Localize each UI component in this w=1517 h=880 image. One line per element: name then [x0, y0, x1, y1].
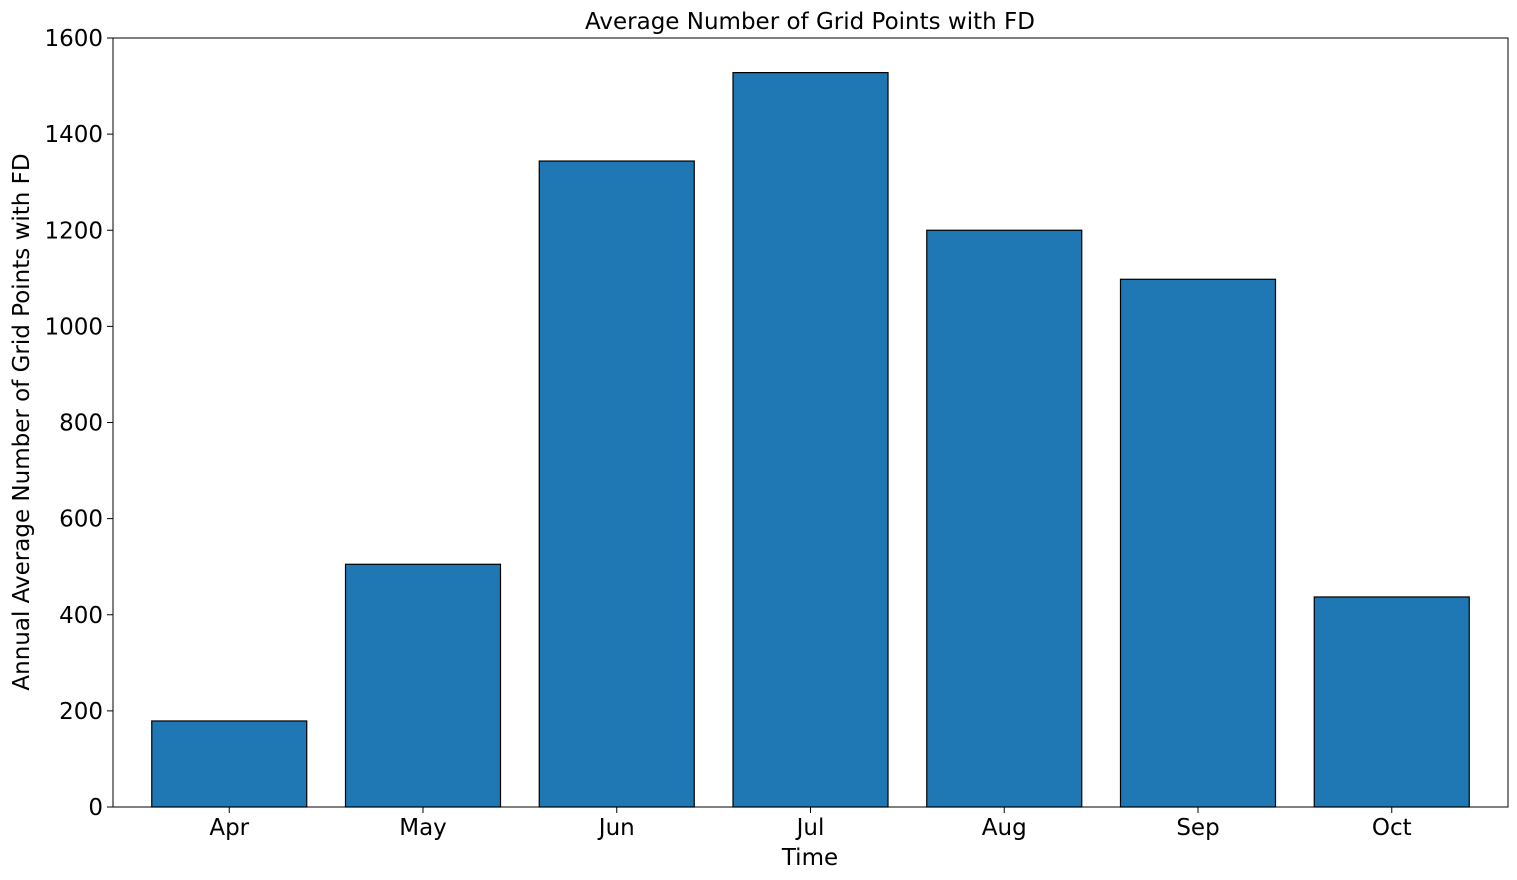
y-tick-label: 1400	[44, 122, 103, 148]
bar-sep	[1119, 278, 1277, 808]
y-tick-label: 600	[59, 507, 103, 533]
y-tick-label: 1200	[44, 218, 103, 244]
bar-jul	[732, 72, 889, 808]
bar-aug	[926, 229, 1083, 808]
y-tick-label: 1000	[44, 314, 103, 340]
x-tick-label-jun: Jun	[597, 815, 635, 841]
chart-title: Average Number of Grid Points with FD	[585, 9, 1035, 35]
x-tick-label-aug: Aug	[982, 815, 1027, 841]
bar-oct	[1313, 596, 1470, 808]
x-tick-label-apr: Apr	[209, 815, 249, 841]
bar-may	[344, 563, 502, 808]
y-tick-label: 1600	[44, 26, 103, 52]
y-axis-label: Annual Average Number of Grid Points wit…	[9, 153, 35, 690]
x-tick-label-may: May	[399, 815, 447, 841]
x-tick-label-oct: Oct	[1372, 815, 1412, 841]
x-axis-label: Time	[781, 845, 838, 871]
y-tick-label: 0	[88, 795, 103, 821]
bars-layer	[151, 72, 1470, 808]
x-tick-label-sep: Sep	[1176, 815, 1219, 841]
y-tick-label: 400	[59, 603, 103, 629]
x-tick-label-jul: Jul	[795, 815, 825, 841]
bar-apr	[151, 720, 308, 808]
y-tick-label: 800	[59, 411, 103, 437]
y-tick-label: 200	[59, 699, 103, 725]
y-axis: 0 200 400 600 800 1000 1200 1400 1600	[44, 26, 113, 821]
bar-jun	[538, 160, 695, 808]
x-axis: Apr May Jun Jul Aug Sep Oct	[209, 807, 1412, 841]
